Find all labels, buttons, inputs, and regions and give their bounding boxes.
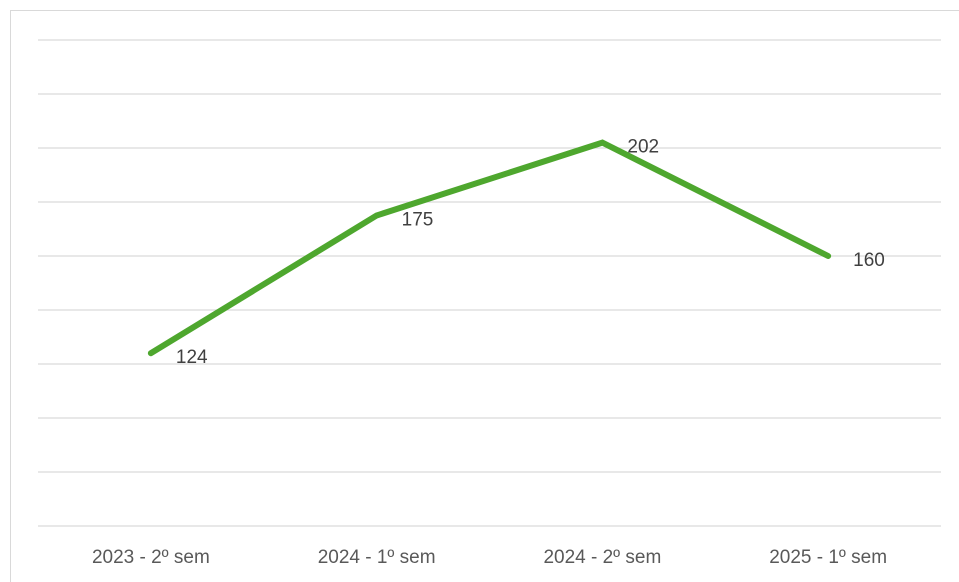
data-labels: 124 175 202 160 (176, 137, 885, 369)
data-label: 202 (627, 137, 659, 158)
data-label: 124 (176, 347, 208, 368)
x-tick-label: 2023 - 2º sem (92, 547, 210, 568)
x-tick-label: 2024 - 2º sem (543, 547, 661, 568)
chart-frame (10, 10, 959, 582)
data-label: 160 (853, 250, 885, 271)
x-axis: 2023 - 2º sem 2024 - 1º sem 2024 - 2º sem 2… (92, 547, 887, 568)
gridlines (38, 39, 941, 527)
data-label: 175 (402, 210, 434, 231)
series-line (147, 139, 832, 357)
series-layer (147, 139, 832, 357)
x-tick-label: 2024 - 1º sem (318, 547, 436, 568)
x-tick-label: 2025 - 1º sem (769, 547, 887, 568)
